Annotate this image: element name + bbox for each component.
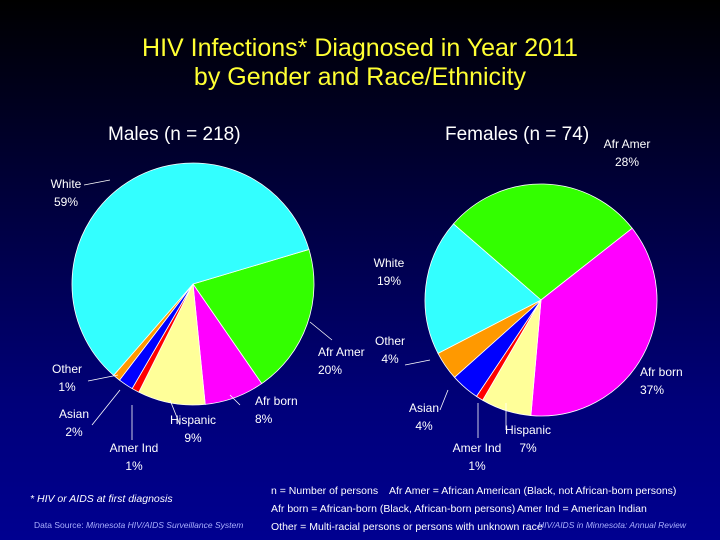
- slice-value-label: 4%: [381, 352, 399, 366]
- slice-category-label: Other: [375, 334, 405, 348]
- slice-category-label: Afr born: [255, 394, 298, 408]
- females-pie: Afr Amer 28% Afr born 37% Hispanic 7% Amer Ind…: [374, 137, 683, 473]
- slice-value-label: 2%: [65, 425, 83, 439]
- note-afr-born: Afr born = African-born (Black, African-…: [271, 503, 516, 515]
- slice-category-label: Asian: [59, 407, 89, 421]
- slice-value-label: 28%: [615, 155, 639, 169]
- slice-afr-amer: [452, 183, 633, 301]
- slice-value-label: 4%: [415, 419, 433, 433]
- slice-category-label: Hispanic: [505, 423, 551, 437]
- slice-value-label: 1%: [58, 380, 76, 394]
- report-name: HIV/AIDS in Minnesota: Annual Review: [538, 520, 687, 530]
- slice-white: [71, 162, 310, 376]
- slice-value-label: 37%: [640, 383, 664, 397]
- slice-category-label: White: [51, 177, 82, 191]
- leader-line: [87, 374, 119, 382]
- leader-line: [169, 399, 181, 426]
- slice-value-label: 19%: [377, 274, 401, 288]
- slice-category-label: Amer Ind: [110, 441, 159, 455]
- slice-category-label: Afr Amer: [318, 345, 365, 359]
- slice-afr-born: [530, 227, 658, 417]
- slice-value-label: 1%: [125, 459, 143, 473]
- leader-line: [83, 179, 111, 186]
- note-afr-amer: Afr Amer = African American (Black, not …: [389, 485, 677, 497]
- leader-line: [229, 394, 241, 406]
- leader-line: [439, 389, 449, 411]
- slice-category-label: Afr Amer: [604, 137, 651, 151]
- slice-value-label: 8%: [255, 412, 273, 426]
- footnote: * HIV or AIDS at first diagnosis: [30, 493, 173, 505]
- slice-value-label: 7%: [519, 441, 537, 455]
- females-pie-title: Females (n = 74): [445, 124, 590, 145]
- source-name: Minnesota HIV/AIDS Surveillance System: [85, 520, 244, 530]
- data-source: Data Source: Minnesota HIV/AIDS Surveill…: [34, 520, 243, 530]
- note-n: n = Number of persons: [271, 485, 379, 497]
- slice-afr-amer: [192, 248, 315, 385]
- males-pie: Afr Amer 20% Afr born 8% Hispanic 9% Amer Ind 1…: [51, 162, 365, 473]
- title-line-2: by Gender and Race/Ethnicity: [193, 63, 527, 91]
- slice-value-label: 9%: [184, 431, 202, 445]
- leader-line: [404, 359, 431, 366]
- slice-category-label: White: [374, 256, 405, 270]
- slice-category-label: Afr born: [640, 365, 683, 379]
- leader-line: [309, 321, 333, 341]
- slice-category-label: Amer Ind: [453, 441, 502, 455]
- slice-value-label: 1%: [468, 459, 486, 473]
- slice-value-label: 59%: [54, 195, 78, 209]
- males-pie-title: Males (n = 218): [108, 124, 241, 145]
- slice-category-label: Other: [52, 362, 82, 376]
- slice-value-label: 20%: [318, 363, 342, 377]
- chart-title: HIV Infections* Diagnosed in Year 2011 b…: [0, 34, 720, 92]
- slice-category-label: Asian: [409, 401, 439, 415]
- leader-line: [91, 389, 121, 426]
- slice-category-label: Hispanic: [170, 413, 216, 427]
- slice-white: [424, 223, 542, 354]
- source-prefix: Data Source:: [34, 520, 86, 530]
- note-other: Other = Multi-racial persons or persons …: [271, 521, 543, 533]
- title-line-1: HIV Infections* Diagnosed in Year 2011: [142, 34, 578, 62]
- note-amer-ind: Amer Ind = American Indian: [517, 503, 647, 515]
